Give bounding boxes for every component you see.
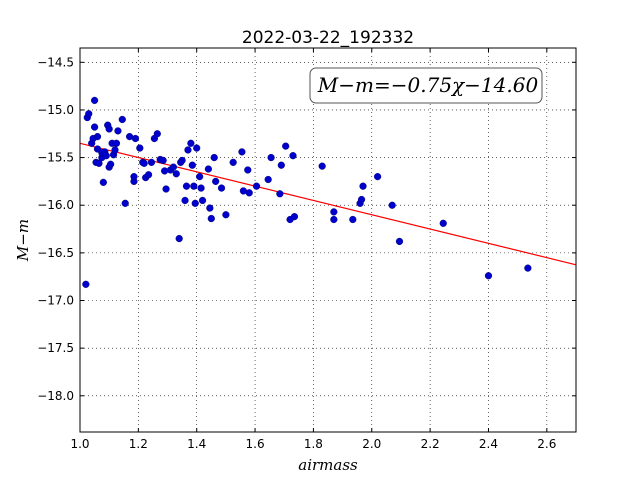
data-point (222, 211, 230, 219)
data-point (82, 280, 90, 288)
data-point (112, 139, 121, 147)
x-axis-label: airmass (298, 456, 358, 474)
x-tick-label: 2.0 (362, 437, 381, 451)
data-point (289, 152, 297, 160)
data-point (184, 146, 192, 154)
data-point (359, 182, 367, 190)
data-point (191, 199, 199, 207)
y-tick-label: −18.0 (37, 389, 74, 403)
data-point (282, 142, 290, 150)
data-point (330, 208, 338, 216)
y-tick-label: −15.5 (37, 151, 74, 165)
x-tick-label: 1.8 (304, 437, 323, 451)
data-point (105, 125, 113, 133)
data-point (206, 204, 214, 212)
data-point (147, 158, 156, 166)
x-tick-label: 2.6 (537, 437, 556, 451)
data-point (172, 170, 180, 178)
data-point (207, 214, 215, 223)
data-point (330, 215, 338, 224)
data-point (169, 163, 177, 171)
data-point (388, 201, 396, 209)
data-point (190, 182, 198, 190)
data-point (162, 185, 170, 193)
data-point (111, 146, 119, 154)
data-point (182, 182, 191, 190)
data-point (114, 127, 122, 135)
data-point (95, 159, 103, 167)
data-point (159, 156, 167, 165)
data-point (107, 160, 115, 168)
data-point (210, 153, 218, 162)
chart-title: 2022-03-22_192332 (242, 28, 414, 48)
data-point (144, 171, 153, 179)
data-point (153, 130, 161, 138)
annotation-text: M−m=−0.75χ−14.60 (317, 73, 539, 97)
data-point (130, 173, 138, 181)
data-point (181, 196, 189, 205)
data-point (90, 123, 99, 131)
data-point (244, 166, 252, 174)
data-point (187, 139, 195, 147)
data-point (524, 264, 532, 272)
data-point (93, 133, 102, 141)
data-point (318, 162, 326, 170)
data-point (188, 161, 196, 169)
x-tick-label: 1.4 (187, 437, 206, 451)
x-tick-label: 1.2 (129, 437, 148, 451)
data-point (252, 182, 261, 190)
data-point (212, 177, 220, 185)
data-point (121, 199, 129, 207)
data-point (264, 175, 272, 184)
data-point (175, 234, 183, 243)
data-point (131, 134, 140, 143)
data-point (196, 173, 204, 181)
data-point (85, 110, 93, 118)
data-point (238, 148, 246, 156)
data-point (349, 215, 357, 224)
annotation-box (309, 67, 543, 104)
plot-frame (79, 47, 577, 433)
y-tick-label: −17.5 (37, 341, 74, 355)
data-point (217, 184, 226, 192)
data-points (82, 96, 532, 288)
y-tick-label: −15.0 (37, 103, 74, 117)
x-tick-label: 1.6 (246, 437, 265, 451)
data-point (245, 189, 253, 197)
data-point (178, 156, 186, 165)
grid-lines (79, 48, 576, 432)
data-point (90, 96, 99, 105)
data-point (276, 190, 284, 198)
x-tick-label: 1.0 (70, 437, 89, 451)
data-point (136, 144, 144, 152)
x-tick-label: 2.4 (479, 437, 498, 451)
data-point (439, 219, 447, 227)
data-point (197, 184, 205, 192)
data-point (193, 144, 201, 152)
data-point (118, 115, 126, 124)
data-point (374, 173, 382, 181)
data-point (484, 272, 493, 280)
y-tick-label: −14.5 (37, 55, 74, 69)
data-point (204, 165, 212, 173)
x-tick-label: 2.2 (421, 437, 440, 451)
y-tick-label: −17.0 (37, 294, 74, 308)
data-point (277, 161, 285, 169)
data-point (395, 237, 404, 246)
data-point (229, 158, 237, 166)
data-point (357, 195, 366, 204)
y-axis-label: M−m (14, 219, 32, 262)
data-point (198, 196, 207, 205)
data-point (140, 159, 148, 167)
y-tick-label: −16.5 (37, 246, 74, 260)
data-point (102, 152, 110, 160)
data-point (290, 213, 299, 221)
fit-annotation: M−m=−0.75χ−14.60 (309, 67, 543, 104)
y-tick-label: −16.0 (37, 198, 74, 212)
x-axis: 1.0 1.2 1.4 1.6 1.8 2.0 2.2 2.4 2.6 (70, 48, 556, 451)
y-axis: −14.5 −15.0 −15.5 −16.0 −16.5 −17.0 −17.5 −18.0 (37, 55, 576, 403)
data-point (267, 153, 275, 162)
data-point (99, 178, 107, 186)
